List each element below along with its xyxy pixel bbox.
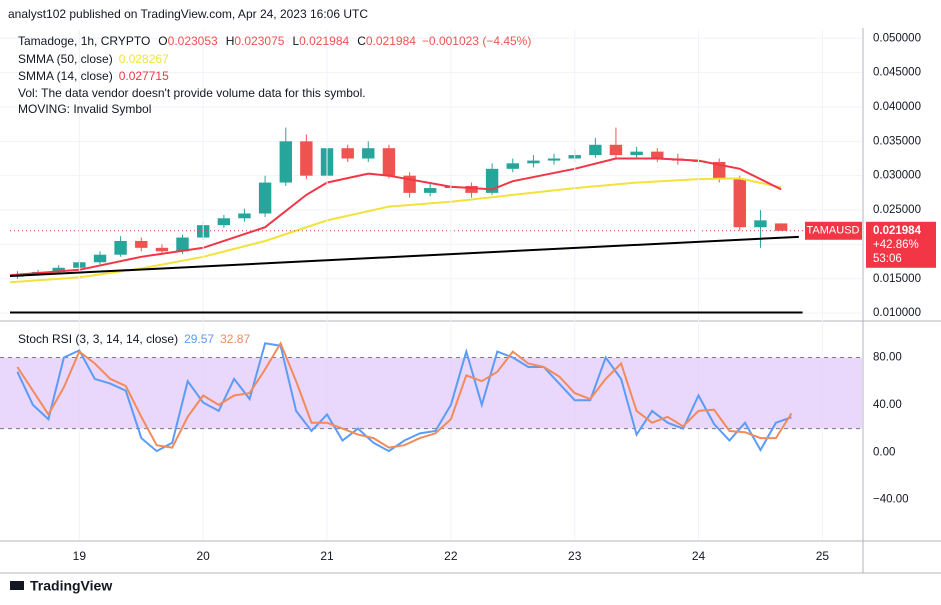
indicator-name: Stoch RSI (3, 3, 14, 14, close): [18, 332, 178, 346]
candle-body: [176, 237, 189, 252]
line-series: [16, 341, 793, 449]
candle-body: [733, 179, 746, 228]
candle-body: [155, 247, 169, 252]
candle-body: [589, 144, 602, 156]
candle-body: [754, 220, 767, 228]
candle-body: [300, 141, 313, 176]
candle-body: [609, 144, 623, 156]
y-tick-label: 0.050000: [873, 32, 921, 44]
candle-body: [52, 267, 65, 272]
candle-body: [135, 240, 148, 248]
candle-body: [279, 141, 292, 183]
candle-body: [485, 168, 499, 193]
candle-body: [506, 163, 519, 169]
y-tick-label: 0.045000: [873, 67, 921, 79]
candle-body: [423, 188, 437, 193]
ohlc-value: 0.023075: [234, 34, 284, 48]
candle-body: [362, 148, 375, 159]
plot-area: [0, 341, 862, 453]
candle-body: [547, 158, 561, 161]
symbol-tag: [805, 221, 862, 240]
indicator-value: 0.028267: [119, 52, 169, 66]
price-tag: [866, 221, 936, 268]
candle-body: [341, 148, 354, 159]
indicator-legend: SMMA (50, close) 0.028267: [18, 52, 169, 66]
plot-area: [0, 37, 862, 314]
footer-logo: TradingView: [10, 578, 112, 594]
price-tag-countdown: 53:06: [873, 253, 902, 265]
ohlc-label: H: [226, 34, 235, 48]
y-tick-label: −40.00: [873, 494, 909, 506]
x-tick-label: 25: [816, 549, 830, 563]
indicator-name: SMMA (50, close): [18, 52, 113, 66]
symbol-legend: Tamadoge, 1h, CRYPTO O0.023053 H0.023075 L0…: [18, 34, 531, 48]
x-tick-label: 20: [197, 549, 211, 563]
symbol-name: Tamadoge, 1h, CRYPTO: [18, 34, 150, 48]
price-tag-value: 0.021984: [873, 225, 922, 237]
candle-body: [258, 182, 272, 214]
y-tick-label: 0.015000: [873, 273, 921, 285]
candle-body: [382, 148, 396, 176]
note: Vol: The data vendor doesn't provide vol…: [18, 86, 366, 100]
candle-body: [217, 218, 231, 226]
x-tick-label: 22: [444, 549, 458, 563]
candle-body: [465, 185, 478, 193]
indicator-value: 29.57: [184, 332, 214, 346]
y-tick-label: 0.040000: [873, 101, 921, 113]
indicator-legend: Stoch RSI (3, 3, 14, 14, close) 29.57 32.8…: [18, 332, 250, 346]
price-tag-change: +42.86%: [873, 239, 919, 251]
indicator-value: 32.87: [220, 332, 250, 346]
indicator-legend: SMMA (14, close) 0.027715: [18, 69, 169, 83]
candle-body: [774, 223, 788, 231]
candle-body: [93, 254, 107, 263]
change: −0.001023 (−4.45%): [422, 34, 531, 48]
trend-line: [9, 235, 799, 278]
ohlc-value: 0.021984: [366, 34, 416, 48]
candle-body: [114, 240, 127, 255]
y-tick-label: 0.010000: [873, 307, 921, 319]
line-series: [9, 177, 782, 284]
ohlc-value: 0.021984: [299, 34, 349, 48]
ohlc-label: O: [158, 34, 167, 48]
candle-body: [651, 151, 664, 159]
note: MOVING: Invalid Symbol: [18, 102, 151, 116]
x-tick-label: 19: [73, 549, 87, 563]
symbol-tag-label: TAMAUSD: [807, 225, 860, 237]
axis: 0.0100000.0150000.0200000.0250000.030000…: [873, 32, 921, 319]
ohlc-value: 0.023053: [168, 34, 218, 48]
y-tick-label: 80.00: [873, 352, 902, 364]
candle-body: [527, 160, 540, 164]
indicator-name: SMMA (14, close): [18, 69, 113, 83]
y-tick-label: 0.035000: [873, 135, 921, 147]
x-tick-label: 23: [568, 549, 582, 563]
y-tick-label: 0.00: [873, 446, 895, 458]
y-tick-label: 40.00: [873, 399, 902, 411]
indicator-value: 0.027715: [119, 69, 169, 83]
published-note: analyst102 published on TradingView.com,…: [8, 7, 368, 21]
ohlc-label: C: [357, 34, 366, 48]
candle-body: [630, 151, 643, 156]
axis: 80.00 40.00 0.00 −40.00: [873, 352, 909, 506]
y-tick-label: 0.025000: [873, 204, 921, 216]
candle-body: [238, 213, 251, 219]
ohlc-label: L: [292, 34, 299, 48]
logo-mark: [10, 581, 24, 590]
line-series: [9, 157, 782, 277]
x-tick-label: 24: [692, 549, 706, 563]
x-tick-label: 21: [320, 549, 334, 563]
y-tick-label: 0.030000: [873, 170, 921, 182]
footer-brand: TradingView: [30, 578, 112, 594]
